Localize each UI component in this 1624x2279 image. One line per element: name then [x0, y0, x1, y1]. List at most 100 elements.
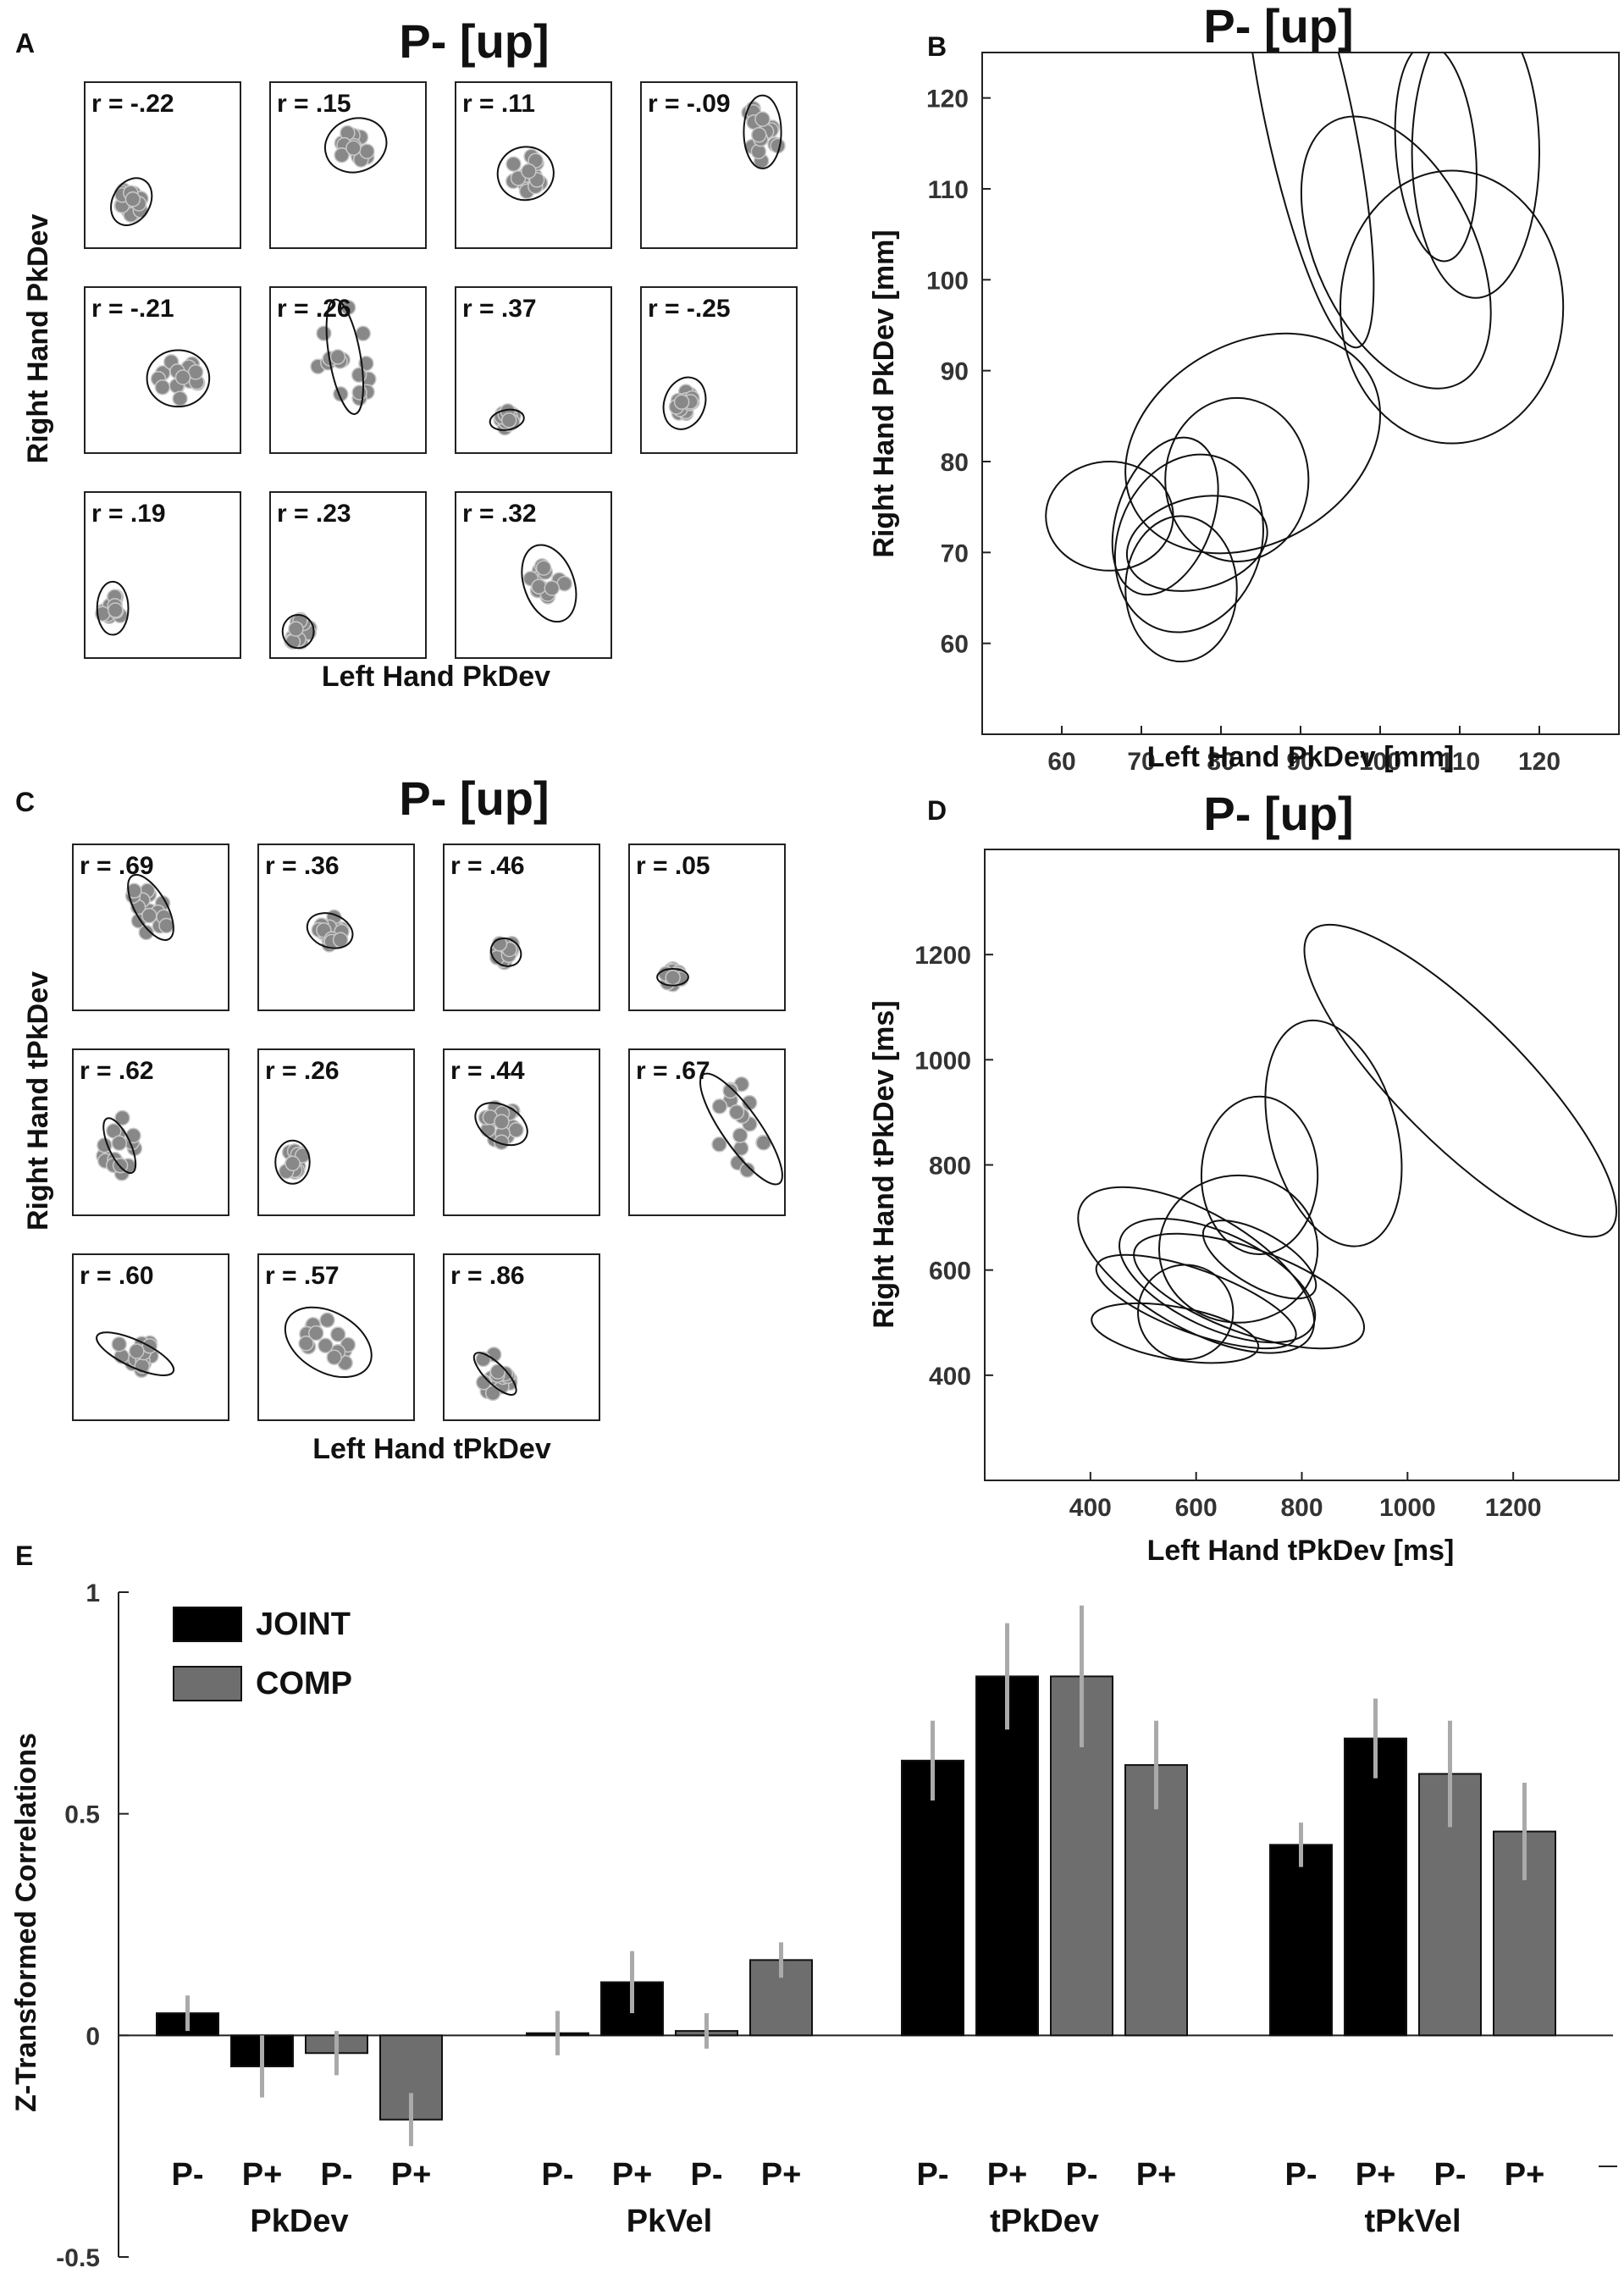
c-data-point [111, 1336, 127, 1352]
b-xtick-label: 120 [1518, 748, 1560, 776]
panel-a-title: P- [up] [399, 14, 549, 68]
c-subplot: r = .62 [72, 1048, 229, 1216]
a-confidence-ellipse [489, 408, 525, 431]
c-subplot: r = .57 [257, 1253, 415, 1421]
c-data-point [319, 1312, 335, 1329]
d-ellipses [1077, 923, 1617, 1364]
d-ytick-label: 1200 [914, 942, 971, 970]
e-bar-label: P- [691, 2157, 723, 2193]
a-data-point [334, 147, 350, 163]
b-ytick-label: 100 [926, 267, 969, 295]
e-bar-label: P+ [1505, 2157, 1545, 2193]
c-subplot: r = .67 [628, 1048, 786, 1216]
a-confidence-ellipse [323, 117, 388, 174]
d-ellipse [1095, 1253, 1297, 1350]
a-data-point [505, 156, 522, 172]
a-data-point [329, 349, 346, 365]
b-xtick-label: 70 [1127, 748, 1155, 776]
c-data-point [111, 1135, 128, 1152]
panel-d-ellipse-plot: P- [up] 400 600 800 1000 1200 400 600 800 1000 12… [868, 787, 1620, 1567]
panel-d-plot-area: 400 600 800 1000 1200 400 600 800 1000 1200 [914, 923, 1617, 1522]
a-data-point [355, 325, 372, 342]
panel-c-xlabel: Left Hand tPkDev [312, 1433, 551, 1465]
a-subplot: r = -.09 [640, 81, 798, 249]
e-bar-label: P- [917, 2157, 949, 2193]
a-subplot: r = -.22 [84, 81, 241, 249]
panel-b-ylabel: Right Hand PkDev [mm] [868, 230, 900, 557]
panel-d-ylabel: Right Hand tPkDev [ms] [868, 1000, 900, 1328]
b-ellipse [1340, 169, 1565, 445]
c-subplot: r = .36 [257, 844, 415, 1011]
c-data-point [138, 924, 154, 941]
panel-a-ylabel: Right Hand PkDev [22, 214, 54, 464]
e-ytick-label: -0.5 [56, 2244, 100, 2272]
c-correlation-label: r = .46 [450, 852, 525, 880]
c-subplot-frame [628, 844, 786, 1011]
c-data-point [125, 1127, 141, 1144]
e-bar-label: P+ [987, 2157, 1028, 2193]
a-correlation-label: r = -.09 [648, 90, 731, 118]
a-correlation-label: r = .23 [277, 500, 351, 528]
c-subplot-frame [443, 844, 600, 1011]
b-xtick-label: 90 [1286, 748, 1314, 776]
c-confidence-ellipse [102, 1117, 137, 1175]
e-bar-label: P+ [1136, 2157, 1177, 2193]
a-subplot-frame [640, 286, 798, 454]
c-data-point [739, 1162, 755, 1178]
a-subplot-frame [455, 286, 612, 454]
c-confidence-ellipse [306, 912, 354, 949]
a-data-point [172, 390, 188, 407]
c-data-point [494, 1134, 510, 1150]
c-data-point [728, 1104, 745, 1120]
b-ellipse [1124, 515, 1238, 663]
c-data-point [284, 1155, 301, 1172]
a-subplot: r = -.21 [84, 286, 241, 454]
c-correlation-label: r = .44 [450, 1057, 525, 1085]
panel-label-a: A [15, 28, 35, 58]
c-subplot: r = .86 [443, 1253, 600, 1421]
d-xtick-label: 600 [1175, 1494, 1218, 1522]
d-ellipse [1119, 1217, 1317, 1344]
a-data-point [500, 412, 517, 429]
e-bar [901, 1759, 964, 2037]
panel-label-e: E [15, 1541, 33, 1571]
a-data-point [351, 367, 367, 384]
e-ytick-label: 0.5 [64, 1801, 100, 1829]
b-ellipse [1394, 53, 1478, 263]
e-bar [1493, 1830, 1556, 2037]
a-confidence-ellipse [110, 177, 153, 226]
a-correlation-label: r = -.21 [91, 295, 174, 323]
a-correlation-label: r = .32 [462, 500, 537, 528]
e-bar [1269, 1844, 1333, 2037]
e-bar [1124, 1764, 1188, 2037]
c-subplot-frame [257, 1048, 415, 1216]
a-subplot: r = .11 [455, 81, 612, 249]
panel-c-title: P- [up] [399, 772, 549, 825]
b-xtick-label: 80 [1207, 748, 1235, 776]
a-correlation-label: r = .15 [277, 90, 351, 118]
d-xtick-label: 800 [1280, 1494, 1323, 1522]
e-ytick-label: 0 [86, 2022, 100, 2050]
c-confidence-ellipse [699, 1072, 783, 1186]
c-confidence-ellipse [474, 1102, 528, 1147]
a-subplot: r = -.25 [640, 286, 798, 454]
a-confidence-ellipse [146, 349, 211, 408]
legend-label-comp: COMP [256, 1666, 352, 1701]
e-bar-label: P- [1434, 2157, 1467, 2193]
a-correlation-label: r = -.25 [648, 295, 731, 323]
a-subplot-frame [269, 286, 427, 454]
b-ytick-label: 120 [926, 86, 969, 113]
d-ellipse [1303, 923, 1617, 1238]
d-xtick-label: 1000 [1379, 1494, 1436, 1522]
a-subplot: r = .23 [269, 491, 427, 659]
a-correlation-label: r = .19 [91, 500, 166, 528]
c-subplot: r = .05 [628, 844, 786, 1011]
e-group-label: tPkDev [990, 2204, 1099, 2239]
a-confidence-ellipse [743, 94, 782, 169]
c-correlation-label: r = .62 [80, 1057, 154, 1085]
c-confidence-ellipse [656, 968, 689, 987]
b-xtick-label: 100 [1359, 748, 1401, 776]
d-ytick-label: 800 [929, 1153, 971, 1181]
a-subplot: r = .19 [84, 491, 241, 659]
